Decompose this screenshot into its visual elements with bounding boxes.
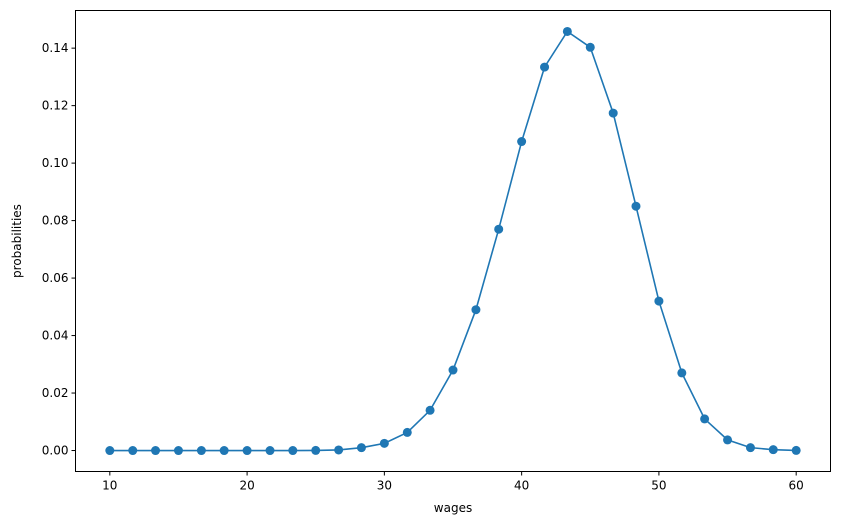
x-tick-label: 40 (514, 479, 529, 493)
series-line (109, 30, 797, 452)
data-point (356, 443, 366, 453)
x-axis-ticks: 10 20 30 40 50 60 (102, 471, 804, 493)
data-point (631, 201, 641, 211)
data-point (723, 435, 733, 445)
plot-frame (75, 10, 831, 472)
data-point (425, 405, 435, 415)
data-point (402, 427, 412, 437)
data-point (654, 296, 664, 306)
data-point (128, 446, 138, 456)
data-point (311, 445, 321, 455)
data-point (288, 446, 298, 456)
data-point (768, 445, 778, 455)
x-tick-label: 10 (102, 479, 117, 493)
data-point (105, 446, 115, 456)
data-point (219, 446, 229, 456)
data-point (379, 438, 389, 448)
data-point (151, 446, 161, 456)
plot-marks (105, 26, 801, 456)
x-tick-label: 20 (239, 479, 254, 493)
y-tick-label: 0.14 (42, 41, 69, 55)
data-point (745, 443, 755, 453)
y-tick-label: 0.04 (42, 329, 69, 343)
data-point (700, 414, 710, 424)
y-tick-label: 0.12 (42, 99, 69, 113)
x-tick-label: 50 (651, 479, 666, 493)
y-tick-label: 0.08 (42, 214, 69, 228)
y-axis-label: probabilities (10, 204, 24, 278)
x-tick-label: 30 (377, 479, 392, 493)
x-tick-label: 60 (789, 479, 804, 493)
data-point (173, 446, 183, 456)
y-tick-label: 0.00 (42, 444, 69, 458)
data-point (494, 224, 504, 234)
data-point (791, 445, 801, 455)
data-point (517, 137, 527, 147)
data-point (265, 446, 275, 456)
y-axis-ticks: 0.00 0.02 0.04 0.06 0.08 0.10 0.12 0.14 (42, 41, 76, 458)
data-point (540, 62, 550, 72)
y-tick-label: 0.10 (42, 156, 69, 170)
data-point (562, 26, 572, 36)
data-point (608, 108, 618, 118)
data-point (448, 365, 458, 375)
y-tick-label: 0.06 (42, 271, 69, 285)
x-axis-label: wages (434, 501, 472, 515)
data-point (471, 305, 481, 315)
data-point (334, 445, 344, 455)
data-point (242, 446, 252, 456)
y-tick-label: 0.02 (42, 386, 69, 400)
data-point (585, 42, 595, 52)
data-point (196, 446, 206, 456)
data-point (677, 368, 687, 378)
